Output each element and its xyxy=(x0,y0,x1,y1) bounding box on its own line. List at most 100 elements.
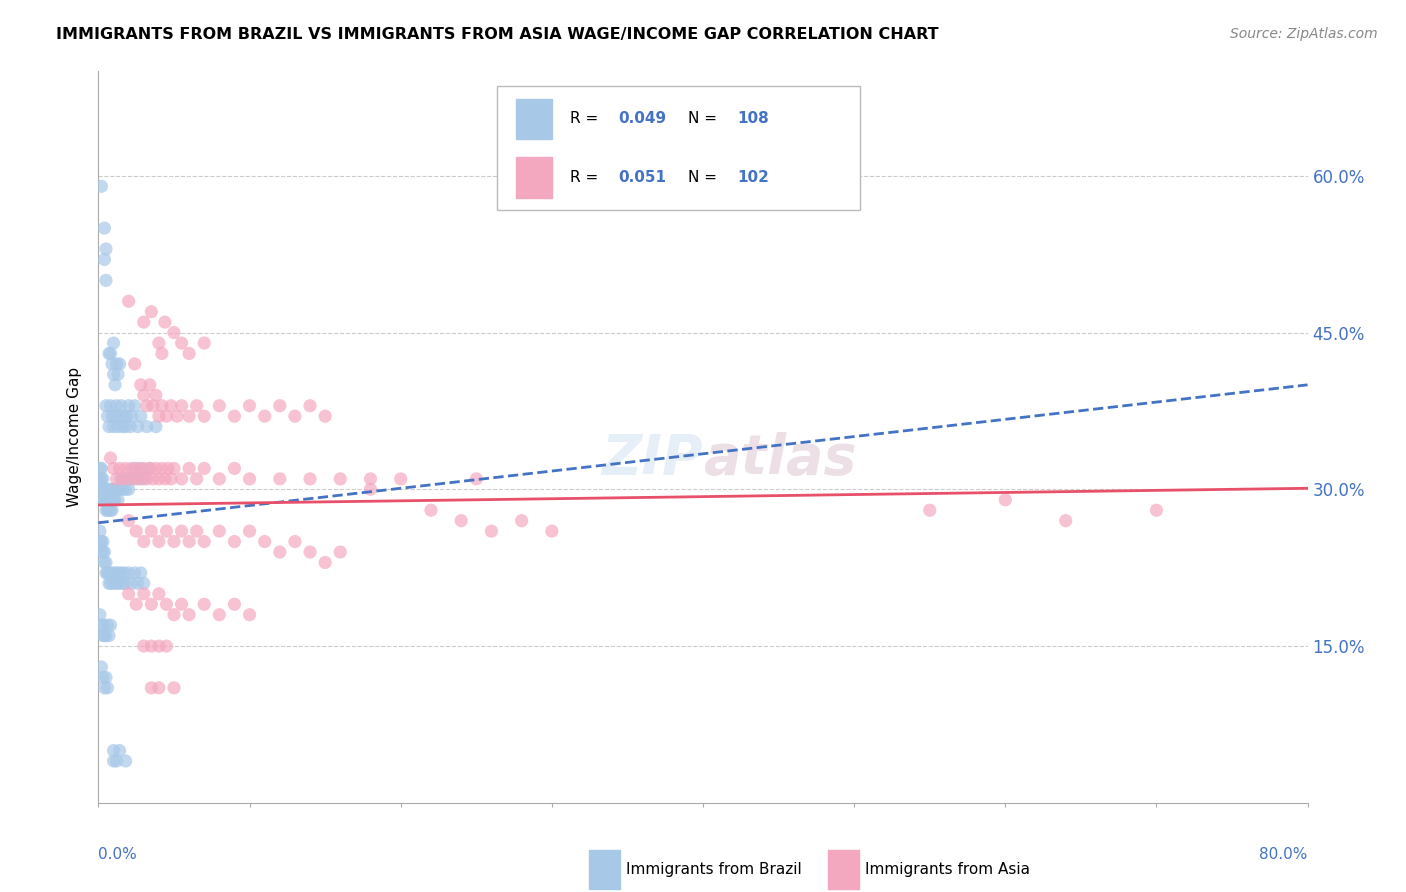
Point xyxy=(314,409,336,424)
Point xyxy=(994,492,1017,507)
Point xyxy=(104,492,127,507)
Point xyxy=(163,326,186,340)
Point xyxy=(108,461,131,475)
Point xyxy=(284,409,307,424)
Point xyxy=(112,472,135,486)
Point xyxy=(91,492,114,507)
Point xyxy=(118,566,141,580)
Point xyxy=(108,409,131,424)
Point xyxy=(166,409,188,424)
Point xyxy=(269,472,291,486)
Point xyxy=(193,336,215,351)
Point xyxy=(94,242,117,256)
Point xyxy=(118,514,141,528)
Point xyxy=(100,503,122,517)
Point xyxy=(93,221,115,235)
Point xyxy=(107,566,129,580)
Point xyxy=(96,618,118,632)
Point xyxy=(98,346,121,360)
Point xyxy=(103,336,125,351)
Point xyxy=(132,315,155,329)
Point xyxy=(94,556,117,570)
Point xyxy=(163,607,186,622)
Point xyxy=(112,409,135,424)
Point xyxy=(94,483,117,497)
Point xyxy=(179,534,201,549)
Point xyxy=(141,524,163,538)
Point xyxy=(103,576,125,591)
Point xyxy=(111,419,134,434)
Point xyxy=(94,273,117,287)
Point xyxy=(103,419,125,434)
Point xyxy=(118,587,141,601)
Point xyxy=(170,524,193,538)
Bar xyxy=(516,157,551,197)
Point xyxy=(142,472,165,486)
Point xyxy=(186,472,208,486)
Point xyxy=(186,524,208,538)
Point xyxy=(193,597,215,611)
Point xyxy=(450,514,472,528)
Point xyxy=(135,472,157,486)
Point xyxy=(91,618,114,632)
Point xyxy=(481,524,503,538)
Point xyxy=(105,576,128,591)
Point xyxy=(224,534,246,549)
Point xyxy=(465,472,488,486)
Text: Source: ZipAtlas.com: Source: ZipAtlas.com xyxy=(1230,27,1378,41)
Point xyxy=(299,545,322,559)
Point xyxy=(284,534,307,549)
Point xyxy=(918,503,941,517)
Text: 0.049: 0.049 xyxy=(619,112,666,127)
Point xyxy=(139,377,162,392)
Point xyxy=(108,483,131,497)
Point xyxy=(132,534,155,549)
Point xyxy=(100,346,122,360)
Point xyxy=(111,472,134,486)
Text: ZIP: ZIP xyxy=(602,432,703,486)
Point xyxy=(163,534,186,549)
Point xyxy=(208,524,231,538)
Point xyxy=(96,503,118,517)
Point xyxy=(118,483,141,497)
Point xyxy=(98,629,121,643)
Point xyxy=(110,566,132,580)
Point xyxy=(129,409,152,424)
Point xyxy=(132,388,155,402)
Text: Immigrants from Brazil: Immigrants from Brazil xyxy=(626,863,801,877)
Point xyxy=(89,607,111,622)
Point xyxy=(179,346,201,360)
Text: R =: R = xyxy=(569,169,603,185)
Point xyxy=(148,534,170,549)
Point xyxy=(148,409,170,424)
Point xyxy=(101,566,124,580)
Point xyxy=(94,629,117,643)
Point xyxy=(110,472,132,486)
Point xyxy=(115,472,138,486)
Point xyxy=(108,743,131,757)
Point xyxy=(115,409,138,424)
Point xyxy=(170,399,193,413)
FancyBboxPatch shape xyxy=(498,86,860,211)
Point xyxy=(540,524,562,538)
Point xyxy=(124,399,146,413)
Point xyxy=(129,377,152,392)
Point xyxy=(100,618,122,632)
Text: N =: N = xyxy=(689,169,723,185)
Point xyxy=(93,556,115,570)
Point xyxy=(314,556,336,570)
Point xyxy=(145,461,167,475)
Point xyxy=(121,461,143,475)
Point xyxy=(329,545,352,559)
Point xyxy=(101,483,124,497)
Point xyxy=(239,607,262,622)
Point xyxy=(208,472,231,486)
Point xyxy=(93,492,115,507)
Point xyxy=(103,483,125,497)
Point xyxy=(124,566,146,580)
Point xyxy=(104,377,127,392)
Text: 0.051: 0.051 xyxy=(619,169,666,185)
Point xyxy=(90,179,112,194)
Point xyxy=(160,399,183,413)
Point xyxy=(150,461,173,475)
